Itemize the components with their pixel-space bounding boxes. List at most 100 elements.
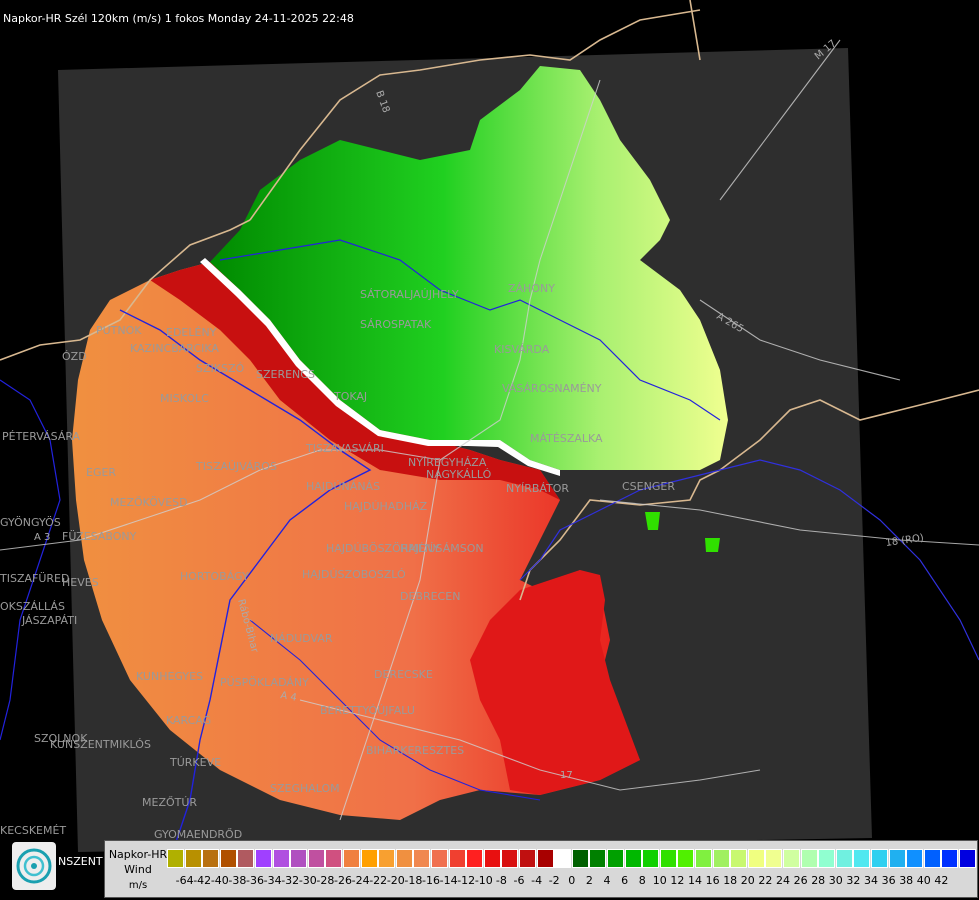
city-labels: PUTNOK EDELÉNY KAZINCBARCIKA ÓZD SZIKSZÓ…	[0, 282, 675, 841]
city-tiszafured: TISZAFÜRED	[0, 572, 69, 585]
legend-swatch	[536, 849, 554, 868]
legend-swatch	[343, 849, 360, 868]
city-putnok: PUTNOK	[96, 324, 142, 337]
legend-tick-label: -40	[210, 874, 229, 887]
river-east	[519, 459, 979, 661]
legend-swatch	[167, 849, 184, 868]
legend-swatch	[219, 849, 237, 868]
logo-text: NSZENT	[58, 855, 103, 868]
echo-green-patches	[645, 512, 720, 552]
legend-tick-label: -26	[334, 874, 352, 887]
legend-swatch	[712, 849, 730, 868]
legend-tick-label: -38	[228, 874, 247, 887]
city-szolnok: SZOLNOK	[34, 732, 88, 745]
city-kecskemet: KECSKEMÉT	[0, 824, 66, 837]
city-tiszavasvari: TISZAVASVÁRI	[305, 442, 384, 455]
legend-tick-label: -22	[369, 874, 388, 887]
city-oskszallas: OKSZÁLLÁS	[0, 600, 65, 613]
legend-swatch	[959, 849, 976, 868]
legend-swatch	[906, 849, 924, 868]
legend-swatch	[624, 849, 642, 868]
legend-swatch	[466, 849, 484, 868]
road-lines	[0, 39, 979, 821]
city-szikszo: SZIKSZÓ	[196, 362, 244, 375]
city-kunszentmiklos: KUNSZENTMIKLÓS	[50, 738, 151, 751]
legend-swatch	[554, 849, 572, 868]
legend-swatch	[747, 849, 765, 868]
legend-swatch	[448, 849, 466, 868]
legend-tick-label: -2	[548, 874, 560, 887]
legend-tick-label: 20	[740, 874, 755, 887]
city-nyiregyhaza: NYÍREGYHÁZA	[408, 456, 487, 469]
legend-swatch	[501, 849, 519, 868]
legend-tick-label: 14	[688, 874, 702, 887]
road-label-a4: A 4	[279, 690, 297, 704]
legend-product: Napkor-HR	[108, 848, 168, 861]
legend-tick-label: -20	[386, 874, 405, 887]
city-kazincbarcika: KAZINCBARCIKA	[130, 342, 219, 355]
legend-swatch	[184, 849, 202, 868]
legend-tick-label: 38	[899, 874, 914, 887]
legend-swatch	[695, 849, 712, 868]
city-eger: EGER	[86, 466, 116, 479]
legend-tick-label: -18	[404, 874, 423, 887]
legend-swatch	[835, 849, 853, 868]
legend-tick-label: 32	[846, 874, 861, 887]
city-tiszaujvaros: TISZAÚJVÁROS	[195, 460, 277, 473]
legend-swatch	[290, 849, 308, 868]
legend-tick-label: 2	[585, 874, 593, 887]
legend-tick-label: 28	[811, 874, 826, 887]
city-hajdunanas: HAJDÚNÁNÁS	[306, 480, 380, 493]
city-edeleny: EDELÉNY	[166, 326, 217, 339]
legend-tick-label: -6	[513, 874, 525, 887]
echo-east-red	[470, 570, 640, 795]
legend-tick-label: -12	[457, 874, 476, 887]
river-south	[249, 619, 541, 801]
city-karcag: KARCAG	[166, 714, 211, 727]
legend-tick-label: 10	[652, 874, 667, 887]
legend-swatch	[659, 849, 677, 868]
legend-swatch	[483, 849, 501, 868]
legend-tick-label: -36	[246, 874, 264, 887]
legend-swatch	[923, 849, 941, 868]
legend-swatch	[941, 849, 959, 868]
legend-tick-label: 22	[758, 874, 773, 887]
legend-tick-label: 18	[723, 874, 738, 887]
city-nadudvar: NÁDUDVAR	[270, 632, 333, 645]
city-kunhegyes: KUNHEGYES	[136, 670, 203, 683]
echo-north-east	[210, 66, 728, 470]
legend-swatch	[888, 849, 906, 868]
city-nyirbator: NYÍRBÁTOR	[506, 482, 569, 495]
city-turkeve: TÚRKEVE	[169, 756, 221, 769]
city-csenger: CSENGER	[622, 480, 675, 493]
city-hajdusamson: HAJDÚSÁMSON	[400, 542, 484, 555]
city-jaszapati: JÁSZAPÁTI	[21, 614, 77, 627]
legend-swatch	[307, 849, 325, 868]
legend-swatch	[325, 849, 343, 868]
legend-swatch	[237, 849, 255, 868]
legend-swatch	[378, 849, 396, 868]
city-hortobagy: HORTOBÁGY	[180, 570, 249, 583]
city-derecske: DERECSKE	[374, 668, 433, 681]
border-line	[0, 0, 979, 601]
legend-tick-label: 12	[670, 874, 685, 887]
city-mezotur: MEZŐTÚR	[142, 795, 197, 809]
legend-swatch	[395, 849, 413, 868]
city-mateszalka: MÁTÉSZALKA	[530, 432, 603, 445]
city-zahony: ZÁHONY	[508, 282, 555, 295]
legend-tick-label: 36	[881, 874, 896, 887]
legend-tick-label: 0	[568, 874, 576, 887]
legend-swatch	[642, 849, 660, 868]
legend-tick-label: 8	[638, 874, 646, 887]
city-szeghalom: SZEGHALOM	[270, 782, 340, 795]
map-title: Napkor-HR Szél 120km (m/s) 1 fokos Monda…	[3, 12, 354, 25]
legend-swatch	[818, 849, 836, 868]
legend-tick-label: -28	[316, 874, 335, 887]
legend-swatch	[783, 849, 800, 868]
legend-swatch	[413, 849, 431, 868]
legend-tick-label: -8	[495, 874, 507, 887]
city-tokaj: TOKAJ	[333, 390, 367, 403]
city-biharkeresztes: BIHARKERESZTES	[366, 744, 464, 757]
river-west	[0, 379, 61, 741]
city-hajduboszormeny: HAJDÚBÖSZÖRMÉNY	[326, 542, 440, 555]
